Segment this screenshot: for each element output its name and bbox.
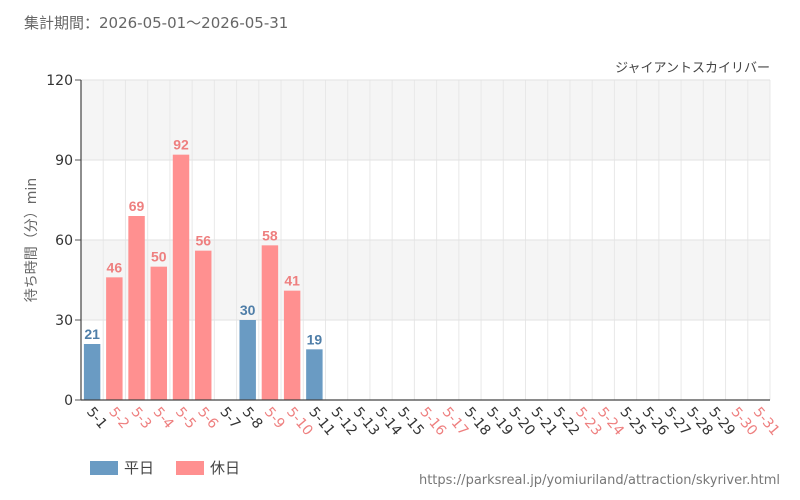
y-tick-label: 0	[64, 393, 73, 409]
data-label-5-4: 50	[151, 249, 167, 265]
bar-5-3	[128, 216, 145, 400]
legend-item-weekday: 平日	[90, 457, 154, 478]
data-label-5-6: 56	[195, 233, 211, 249]
period-label: 集計期間：2026-05-01～2026-05-31	[24, 14, 289, 32]
bar-5-5	[172, 154, 190, 400]
bar-5-11	[306, 349, 323, 400]
y-tick-label: 90	[55, 153, 73, 169]
chart-legend: 平日 休日	[90, 457, 262, 478]
bar-5-2	[106, 277, 123, 400]
bar-5-9	[261, 245, 279, 400]
x-tick-label-5-5: 5-5	[172, 404, 199, 432]
bar-5-4	[150, 266, 168, 400]
data-label-5-10: 41	[284, 273, 300, 289]
x-tick-label-5-2: 5-2	[105, 404, 132, 432]
bar-5-10	[283, 290, 301, 400]
x-tick-label-5-1: 5-1	[83, 404, 110, 432]
chart-title: ジャイアントスカイリバー	[615, 61, 770, 76]
bar-5-8	[239, 320, 256, 400]
bar-5-1	[83, 344, 101, 400]
plot-band	[81, 160, 770, 240]
x-tick-label-5-4: 5-4	[150, 404, 177, 432]
bar-5-6	[195, 250, 212, 400]
plot-band	[81, 80, 770, 160]
y-tick-label: 30	[55, 313, 73, 329]
y-tick-label: 60	[55, 233, 73, 249]
data-label-5-3: 69	[129, 198, 145, 214]
legend-label-weekday: 平日	[124, 459, 155, 477]
data-label-5-2: 46	[107, 259, 123, 275]
data-label-5-5: 92	[173, 137, 189, 153]
source-url[interactable]: https://parksreal.jp/yomiuriland/attract…	[418, 473, 780, 488]
legend-swatch-holiday	[176, 460, 205, 475]
y-axis-label: 待ち時間（分）min	[24, 178, 40, 302]
x-tick-label-5-9: 5-9	[261, 404, 288, 432]
x-tick-label-5-6: 5-6	[194, 404, 221, 432]
x-tick-label-5-7: 5-7	[216, 404, 243, 432]
data-label-5-1: 21	[84, 326, 100, 342]
data-label-5-8: 30	[240, 302, 256, 318]
x-tick-label-5-3: 5-3	[128, 404, 155, 432]
data-label-5-11: 19	[307, 331, 323, 347]
y-tick-label: 120	[46, 73, 73, 89]
legend-label-holiday: 休日	[210, 459, 241, 477]
legend-item-holiday: 休日	[176, 457, 240, 478]
legend-swatch-weekday	[90, 460, 118, 475]
x-tick-label-5-8: 5-8	[239, 404, 266, 432]
data-label-5-9: 58	[262, 227, 278, 243]
